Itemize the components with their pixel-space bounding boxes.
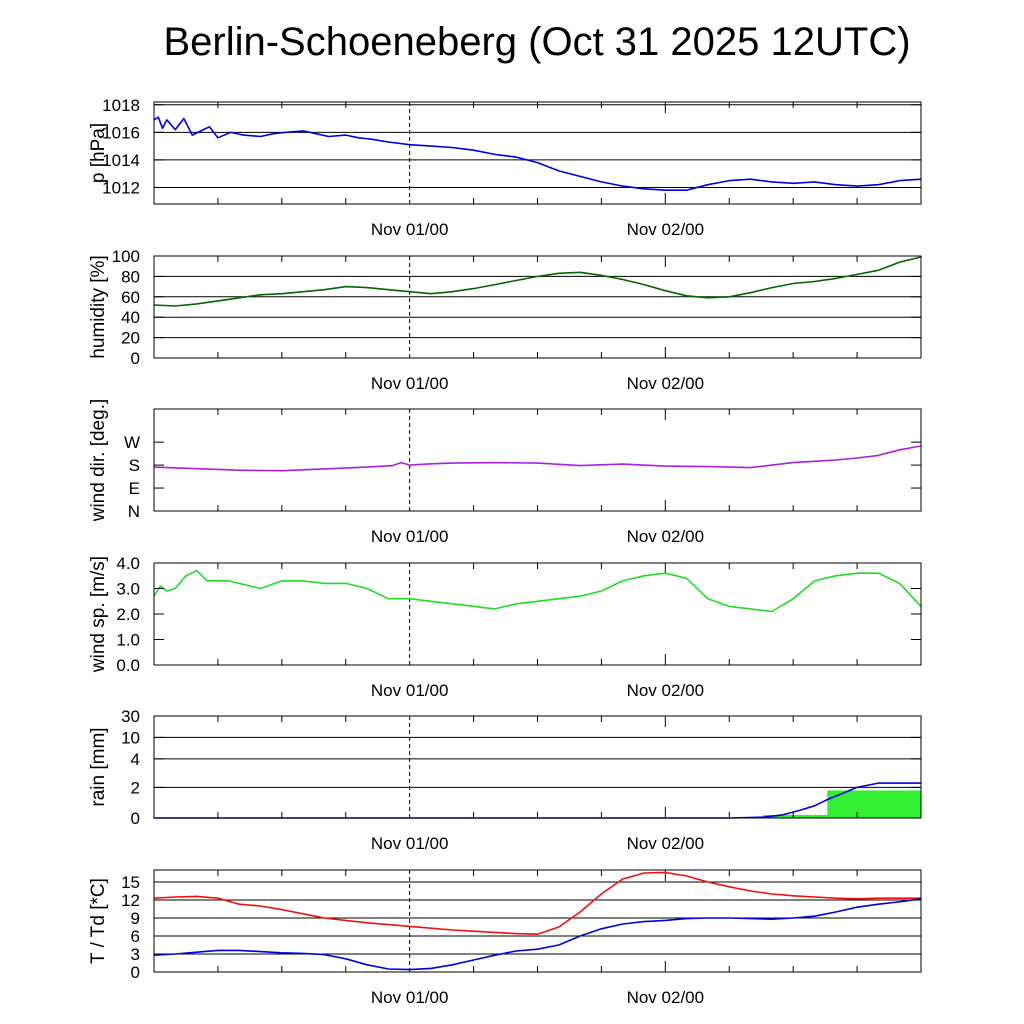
x-tick-label: Nov 01/00 bbox=[371, 988, 449, 1007]
series-t bbox=[153, 871, 921, 936]
x-tick-label: Nov 01/00 bbox=[371, 834, 449, 853]
y-tick-label: W bbox=[124, 433, 140, 452]
panel-wind_speed: 0.0 1.0 2.0 3.0 4.0 wind sp. [m/s] Nov 01/00 No… bbox=[88, 554, 922, 700]
y-tick-label: 30 bbox=[121, 707, 140, 726]
panel-frame bbox=[153, 101, 922, 205]
x-tick-label: Nov 02/00 bbox=[627, 527, 705, 546]
y-tick-label: 0.0 bbox=[116, 656, 140, 675]
y-tick-label: 3 bbox=[131, 945, 140, 964]
panel-frame bbox=[153, 255, 922, 359]
series-wind-speed bbox=[153, 569, 922, 613]
y-tick-label: E bbox=[129, 479, 140, 498]
chart-title: Berlin-Schoeneberg (Oct 31 2025 12UTC) bbox=[163, 20, 911, 64]
y-axis-label: T / Td [*C] bbox=[88, 878, 109, 964]
rain-bar bbox=[827, 790, 921, 818]
panel-rain: 0 2 4 10 30 rain [mm] Nov 01/00 Nov 02/00 bbox=[88, 707, 922, 853]
y-tick-label: 20 bbox=[121, 329, 140, 348]
y-tick-label: 80 bbox=[121, 267, 140, 286]
panel-pressure: 1012 1014 1016 1018 p [hPa] Nov 01/00 Nov 02/0… bbox=[88, 96, 922, 239]
x-tick-label: Nov 02/00 bbox=[627, 374, 705, 393]
y-tick-label: 1014 bbox=[102, 151, 140, 170]
x-tick-label: Nov 02/00 bbox=[627, 988, 705, 1007]
y-tick-label: 1018 bbox=[102, 96, 140, 115]
y-tick-label: 60 bbox=[121, 288, 140, 307]
series-td bbox=[153, 898, 922, 971]
y-tick-label: 1012 bbox=[102, 178, 140, 197]
y-tick-label: 9 bbox=[131, 909, 140, 928]
y-axis-label: wind dir. [deg.] bbox=[88, 399, 109, 523]
panel-frame bbox=[153, 408, 922, 512]
y-tick-label: 3.0 bbox=[116, 580, 140, 599]
y-tick-label: 1.0 bbox=[116, 631, 140, 650]
y-tick-label: 2 bbox=[131, 778, 140, 797]
y-tick-label: S bbox=[129, 456, 140, 475]
panel-frame bbox=[153, 562, 922, 666]
x-tick-label: Nov 02/00 bbox=[627, 834, 705, 853]
y-axis-label: wind sp. [m/s] bbox=[88, 556, 109, 673]
x-tick-label: Nov 01/00 bbox=[371, 374, 449, 393]
y-tick-label: N bbox=[128, 502, 140, 521]
y-tick-label: 0 bbox=[131, 963, 140, 982]
x-tick-label: Nov 02/00 bbox=[627, 681, 705, 700]
series-wind-direction bbox=[153, 445, 922, 472]
x-tick-label: Nov 02/00 bbox=[627, 220, 705, 239]
y-tick-label: 0 bbox=[131, 809, 140, 828]
y-tick-label: 1016 bbox=[102, 123, 140, 142]
y-tick-label: 6 bbox=[131, 927, 140, 946]
x-tick-label: Nov 01/00 bbox=[371, 220, 449, 239]
y-tick-label: 4 bbox=[131, 750, 140, 769]
y-tick-label: 15 bbox=[121, 873, 140, 892]
y-axis-label: p [hPa] bbox=[88, 123, 109, 183]
x-tick-label: Nov 01/00 bbox=[371, 681, 449, 700]
series-humidity bbox=[153, 256, 922, 307]
rain-bar bbox=[763, 814, 828, 818]
x-tick-label: Nov 01/00 bbox=[371, 527, 449, 546]
y-tick-label: 10 bbox=[121, 728, 140, 747]
y-axis-label: humidity [%] bbox=[88, 255, 109, 358]
y-tick-label: 4.0 bbox=[116, 554, 140, 573]
panel-frame bbox=[153, 715, 922, 819]
y-tick-label: 40 bbox=[121, 308, 140, 327]
y-tick-label: 100 bbox=[112, 247, 140, 266]
y-tick-label: 2.0 bbox=[116, 605, 140, 624]
y-tick-label: 0 bbox=[131, 349, 140, 368]
panel-frame bbox=[153, 869, 922, 973]
y-axis-label: rain [mm] bbox=[88, 727, 109, 806]
y-tick-label: 12 bbox=[121, 891, 140, 910]
series-accumulated-rain bbox=[154, 782, 921, 819]
series-pressure bbox=[153, 116, 922, 191]
